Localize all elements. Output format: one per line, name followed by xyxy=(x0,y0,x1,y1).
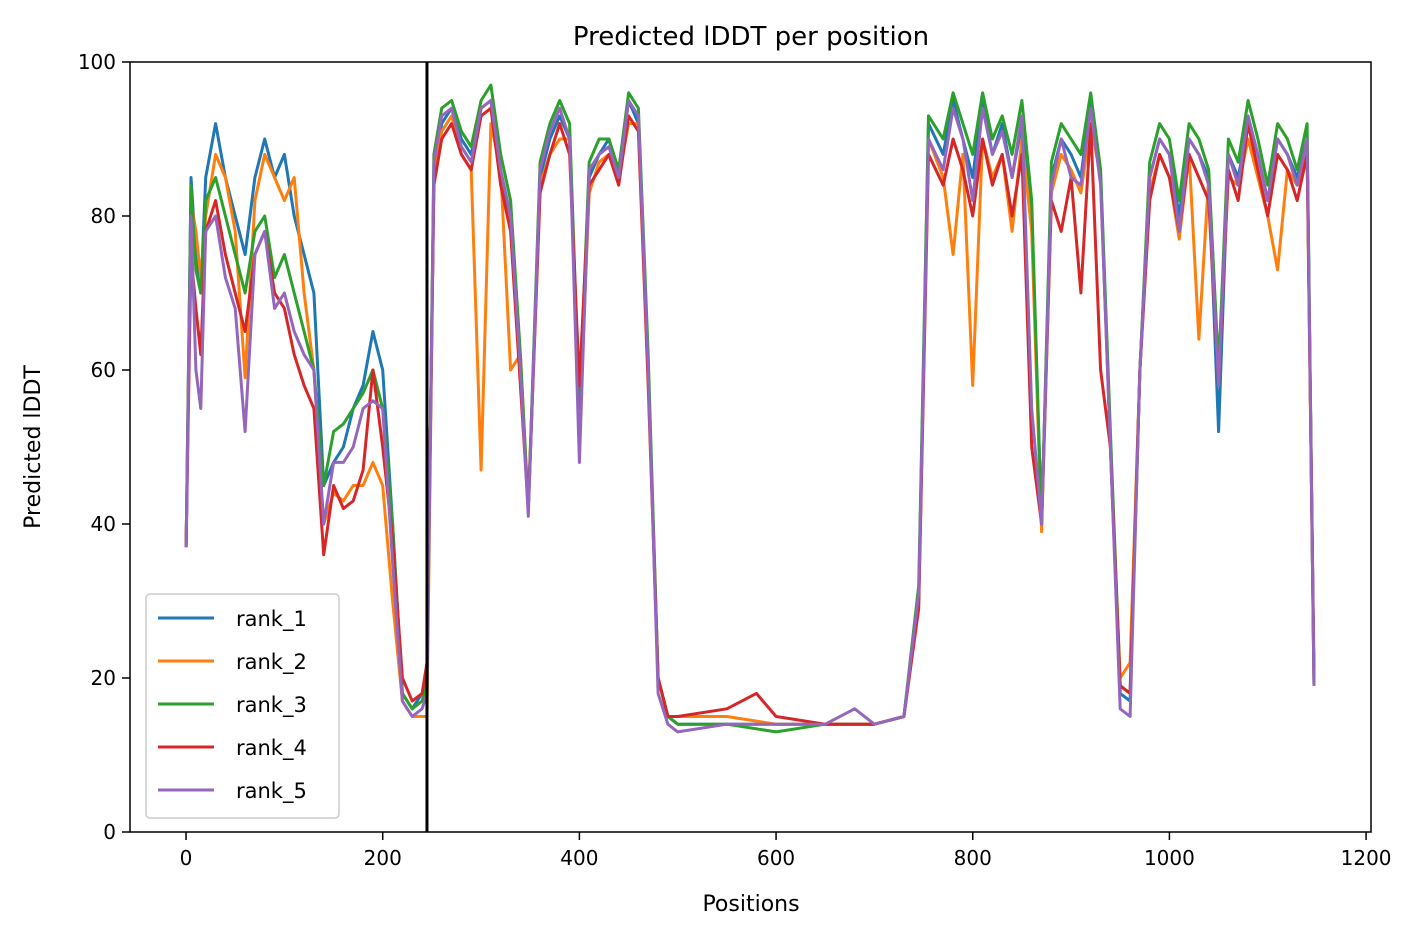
legend-label-rank-1: rank_1 xyxy=(236,607,307,632)
x-tick-label: 200 xyxy=(364,846,402,870)
x-tick-label: 1200 xyxy=(1341,846,1392,870)
series-layer xyxy=(184,83,1316,734)
legend-label-rank-2: rank_2 xyxy=(236,650,307,675)
x-tick-label: 600 xyxy=(757,846,795,870)
series-line-rank-3 xyxy=(184,83,1316,734)
y-tick-label: 80 xyxy=(91,204,116,228)
series-line-rank-4 xyxy=(184,106,1316,726)
x-axis-label: Positions xyxy=(702,892,799,917)
series-line-rank-1 xyxy=(184,99,1316,726)
y-tick-label: 0 xyxy=(103,820,116,844)
y-axis-ticks: 0 20 40 60 80 100 xyxy=(78,50,130,844)
legend-label-rank-4: rank_4 xyxy=(236,736,307,761)
legend-box xyxy=(145,593,340,819)
y-axis-label: Predicted lDDT xyxy=(21,365,46,529)
y-tick-label: 60 xyxy=(91,358,116,382)
legend-label-rank-3: rank_3 xyxy=(236,693,307,718)
chart-title: Predicted lDDT per position xyxy=(573,22,929,52)
legend: rank_1 rank_2 rank_3 rank_4 rank_5 xyxy=(145,593,340,819)
plot-frame xyxy=(129,61,1372,833)
x-tick-label: 0 xyxy=(180,846,193,870)
y-tick-label: 20 xyxy=(91,666,116,690)
x-tick-label: 400 xyxy=(560,846,598,870)
legend-label-rank-5: rank_5 xyxy=(236,779,307,804)
series-line-rank-2 xyxy=(184,114,1316,726)
x-tick-label: 1000 xyxy=(1144,846,1195,870)
x-tick-label: 800 xyxy=(954,846,992,870)
series-line-rank-5 xyxy=(184,99,1316,734)
y-tick-label: 100 xyxy=(78,50,116,74)
x-axis-ticks: 0 200 400 600 800 1000 1200 xyxy=(180,832,1392,870)
y-tick-label: 40 xyxy=(91,512,116,536)
